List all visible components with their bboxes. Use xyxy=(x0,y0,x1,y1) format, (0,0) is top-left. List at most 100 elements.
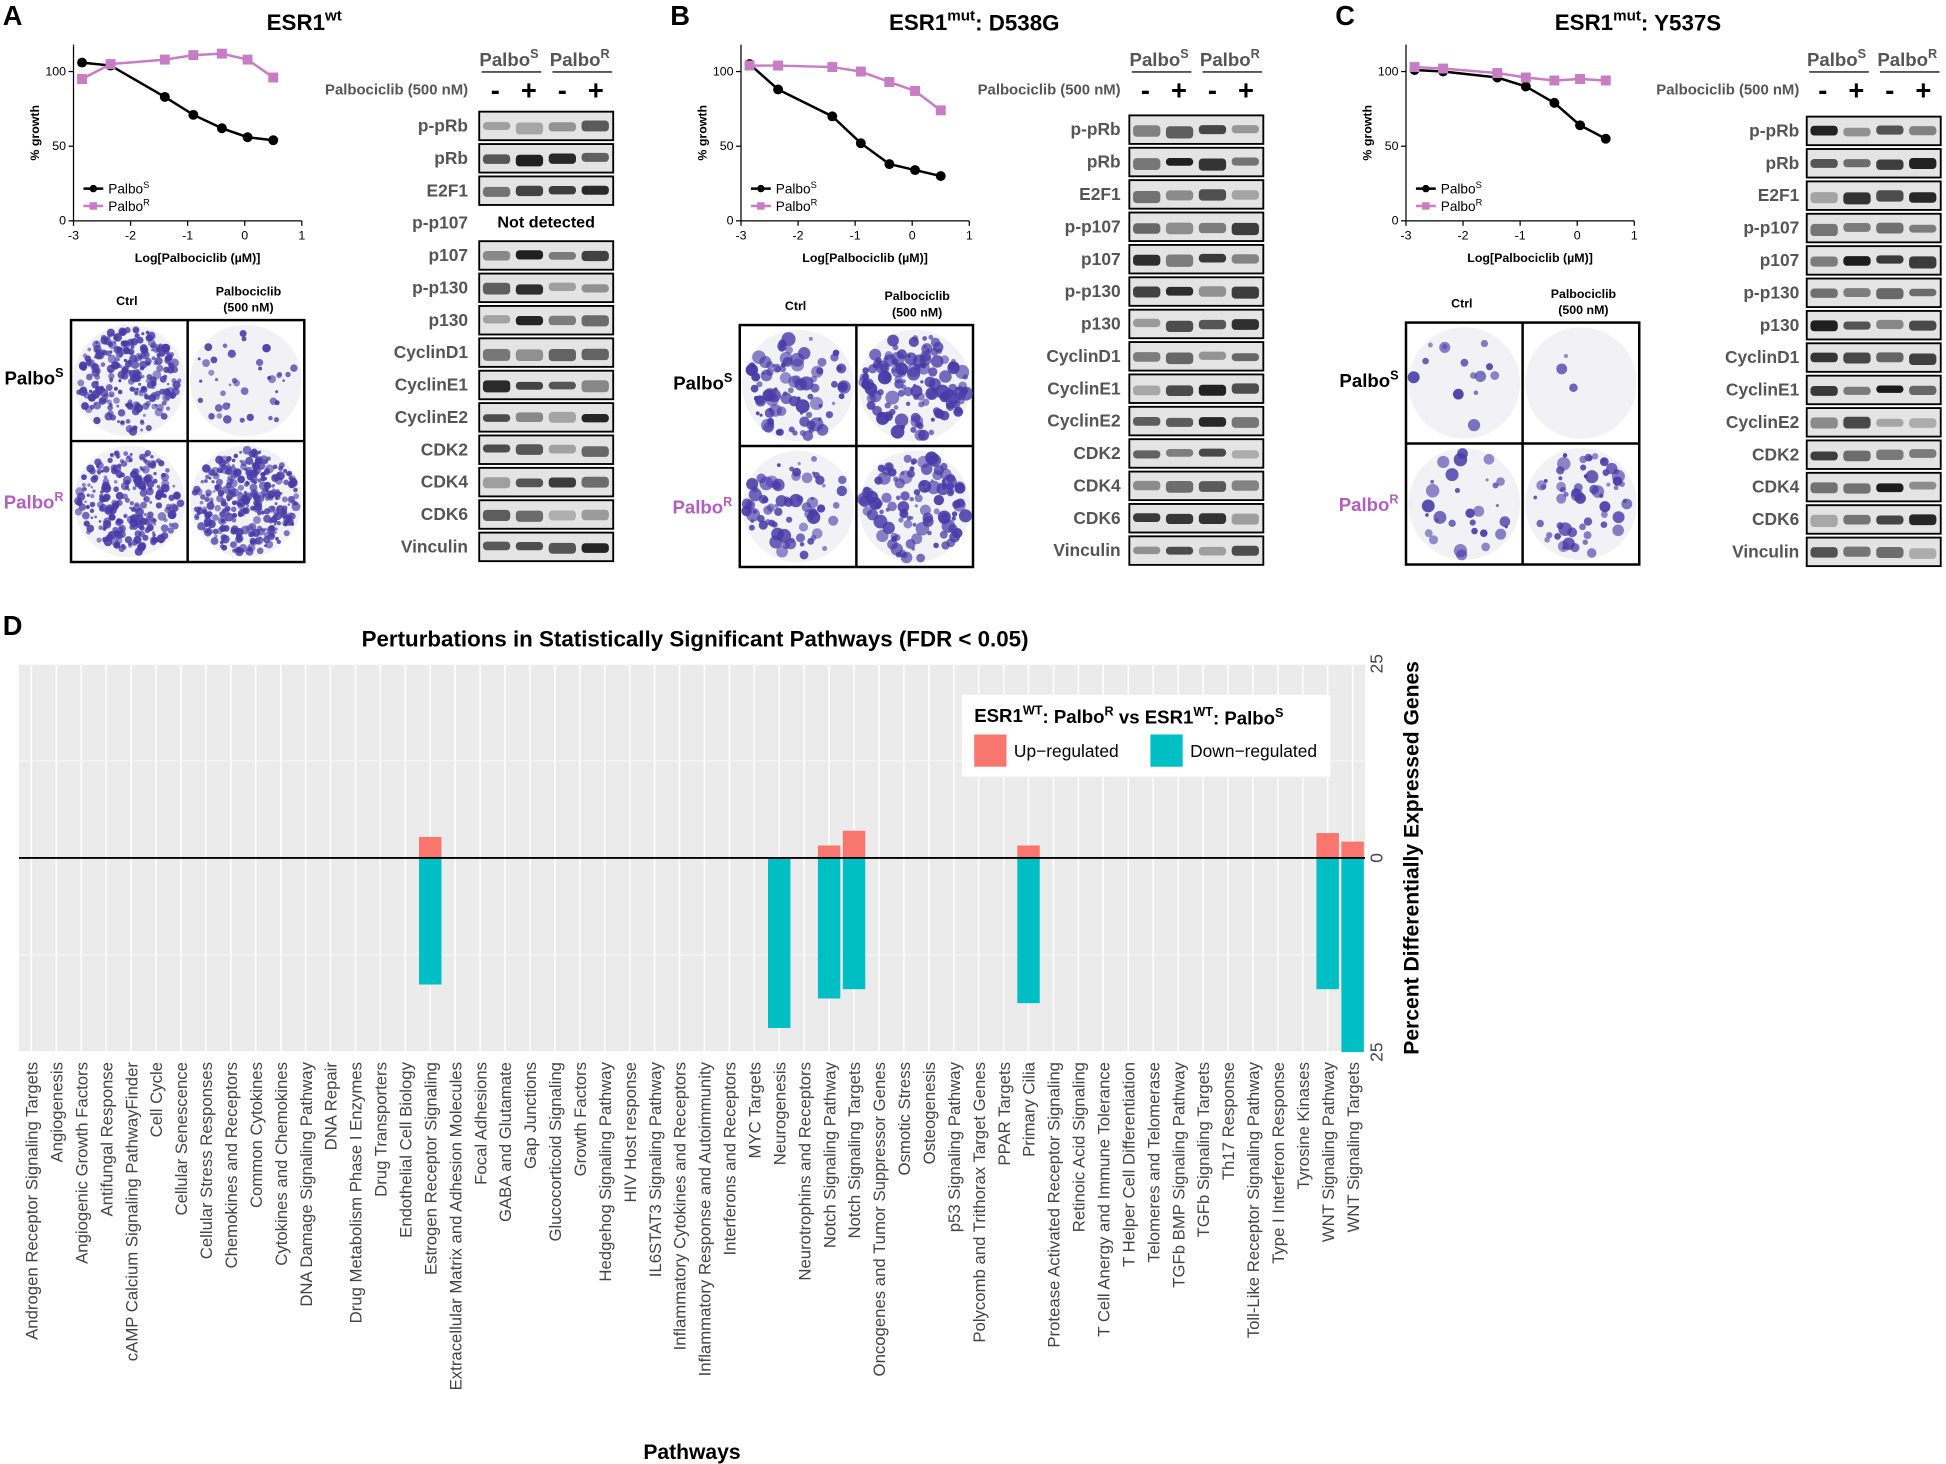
band xyxy=(1231,353,1259,362)
x-tick-label: Inflammatory Response and Autoimmunity xyxy=(696,1061,715,1376)
colony xyxy=(255,358,264,367)
band xyxy=(515,478,544,488)
colony xyxy=(912,522,917,527)
colony xyxy=(142,534,149,541)
well xyxy=(1408,448,1521,560)
colony xyxy=(94,515,97,519)
band xyxy=(515,315,544,326)
colony xyxy=(951,399,961,409)
band xyxy=(1810,125,1838,136)
colony xyxy=(124,536,133,544)
colony xyxy=(955,406,963,414)
colony xyxy=(133,387,139,394)
colony xyxy=(1599,457,1609,467)
band xyxy=(1165,449,1194,457)
colony xyxy=(103,394,106,397)
colony xyxy=(90,486,94,489)
colony xyxy=(866,401,876,410)
x-tick-label: Cell Cycle xyxy=(147,1062,166,1137)
colony xyxy=(117,420,121,424)
colony xyxy=(220,463,227,471)
band xyxy=(1810,158,1838,168)
colony xyxy=(765,368,774,376)
colony xyxy=(260,472,266,478)
marker xyxy=(159,54,170,65)
colony xyxy=(913,489,921,496)
x-tick-label: Notch Signaling Targets xyxy=(845,1062,864,1238)
protein-label: CDK6 xyxy=(1073,508,1121,528)
band xyxy=(1198,513,1227,524)
colony xyxy=(76,389,82,395)
colony xyxy=(944,388,953,397)
band xyxy=(1876,483,1904,493)
colony xyxy=(836,485,848,497)
x-tick-label: MYC Targets xyxy=(746,1062,765,1158)
colony xyxy=(799,430,806,437)
colony xyxy=(208,369,215,376)
colony xyxy=(106,328,115,337)
text-part: S xyxy=(1858,47,1866,61)
band xyxy=(1876,515,1904,525)
legend-marker xyxy=(757,184,765,193)
colony xyxy=(799,542,805,547)
band xyxy=(1165,385,1194,397)
lane-sign: - xyxy=(1141,74,1150,105)
colony xyxy=(1543,479,1548,483)
x-tick-label: Toll-Like Receptor Signaling Pathway xyxy=(1244,1061,1263,1338)
colony xyxy=(145,515,151,521)
colony xyxy=(153,471,157,476)
band xyxy=(1133,450,1161,459)
colony xyxy=(134,521,138,525)
band xyxy=(1909,224,1937,233)
colony xyxy=(236,547,241,552)
colony xyxy=(1619,481,1625,487)
band xyxy=(1810,256,1838,267)
colony xyxy=(222,343,228,348)
colony xyxy=(1445,468,1459,482)
colony xyxy=(240,525,250,535)
blot-note: Not detected xyxy=(497,213,595,231)
colony xyxy=(1453,452,1468,467)
colony xyxy=(801,502,812,513)
colony xyxy=(151,460,157,466)
colony xyxy=(792,467,802,477)
colony xyxy=(88,389,93,393)
colony xyxy=(130,360,140,369)
colony xyxy=(102,478,110,485)
band xyxy=(1198,158,1227,171)
lane-sign: - xyxy=(1885,74,1894,105)
band xyxy=(1133,546,1161,555)
band xyxy=(1810,352,1838,363)
colony xyxy=(109,379,113,383)
colony-row-label: PalboR xyxy=(1339,493,1399,516)
band xyxy=(1198,253,1227,263)
colony xyxy=(276,520,282,526)
x-tick-label: cAMP Calcium Signaling PathwayFinder xyxy=(122,1062,141,1362)
colony xyxy=(279,491,283,495)
x-tick-label: Extracellular Matrix and Adhesion Molecu… xyxy=(446,1062,465,1390)
colony xyxy=(1612,511,1625,524)
colony xyxy=(145,330,150,335)
colony xyxy=(914,429,926,441)
colony xyxy=(748,362,756,369)
colony xyxy=(87,483,91,487)
colony xyxy=(1586,548,1597,558)
text-part: : Palbo xyxy=(1043,706,1105,727)
bar xyxy=(419,836,442,858)
colony xyxy=(898,517,904,523)
colony xyxy=(86,373,93,381)
marker xyxy=(935,105,946,116)
bar xyxy=(842,830,866,858)
marker xyxy=(77,57,88,68)
colony xyxy=(1490,371,1500,380)
band xyxy=(1231,157,1259,166)
marker xyxy=(884,77,895,87)
colony xyxy=(906,515,912,521)
text-part: S xyxy=(143,180,149,190)
colony xyxy=(1591,453,1599,460)
protein-label: CDK2 xyxy=(421,439,468,459)
colony xyxy=(94,374,101,380)
colony xyxy=(206,511,213,518)
colony xyxy=(1467,419,1481,432)
chart-title: Perturbations in Statistically Significa… xyxy=(362,626,1029,651)
